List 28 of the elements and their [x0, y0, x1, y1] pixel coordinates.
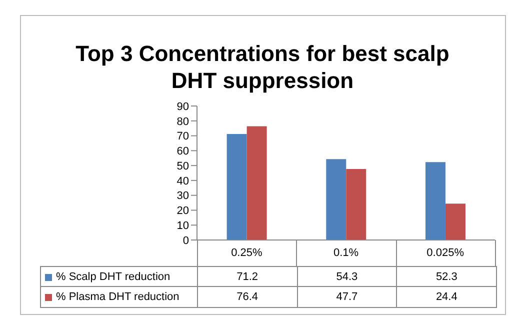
y-tick-label: 10: [176, 220, 189, 232]
bar: [445, 204, 466, 240]
data-label: 47.7: [298, 287, 398, 307]
y-tick-label: 90: [176, 100, 189, 113]
x-tick-label: 0.025%: [426, 246, 464, 259]
y-tick-label: 50: [176, 160, 189, 172]
y-tick-label: 80: [176, 116, 189, 128]
y-tick-label: 0: [182, 234, 189, 247]
y-tick-label: 30: [176, 190, 189, 202]
bar: [425, 162, 446, 240]
chart-title: Top 3 Concentrations for best scalp DHT suppression: [74, 40, 450, 94]
x-tick-label: 0.25%: [231, 246, 262, 259]
legend-label: % Plasma DHT reduction: [56, 291, 180, 303]
x-tick-label: 0.1%: [333, 246, 359, 259]
data-label: 52.3: [434, 270, 458, 285]
data-label: 54.3: [298, 267, 398, 287]
data-label: 71.2: [198, 267, 298, 287]
bar: [346, 168, 366, 240]
bar: [326, 159, 346, 240]
y-tick-label: 60: [176, 146, 189, 158]
bar: [246, 126, 267, 240]
y-tick-label: 40: [176, 175, 189, 188]
data-label: 24.4: [434, 290, 458, 305]
y-tick-label: 70: [176, 130, 189, 143]
bar: [226, 134, 247, 240]
y-tick-label: 20: [176, 205, 189, 218]
data-label: 76.4: [198, 287, 298, 307]
legend-label: % Scalp DHT reduction: [56, 271, 170, 283]
